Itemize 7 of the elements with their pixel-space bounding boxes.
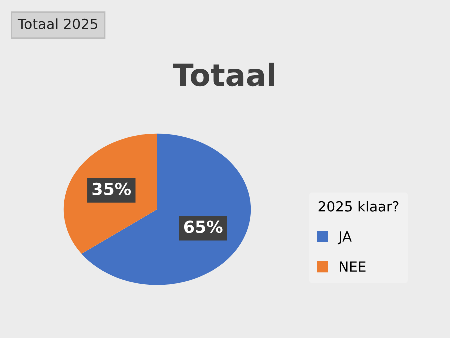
data-label: 35% bbox=[92, 182, 132, 196]
text: Totaal 2025 bbox=[18, 18, 98, 30]
legend-label: NEE bbox=[340, 262, 366, 272]
legend-title: 2025 klaar? bbox=[318, 201, 399, 212]
chart-title: Totaal bbox=[173, 62, 274, 87]
legend-label: JA bbox=[338, 232, 352, 245]
data-label: 65% bbox=[184, 220, 223, 234]
